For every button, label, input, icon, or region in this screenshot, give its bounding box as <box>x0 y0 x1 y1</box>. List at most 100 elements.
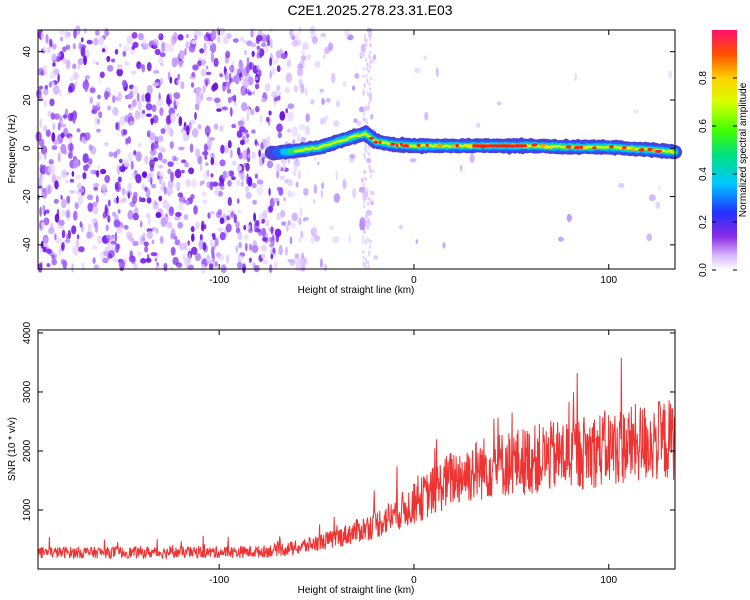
noise-speckle <box>369 174 372 179</box>
noise-speckle <box>367 264 370 269</box>
noise-speckle <box>226 88 232 94</box>
ridge-peak <box>378 140 382 144</box>
noise-speckle <box>423 55 428 61</box>
noise-speckle <box>321 182 325 190</box>
noise-speckle <box>224 72 229 82</box>
ridge-peak <box>618 146 622 150</box>
noise-speckle <box>312 199 316 204</box>
noise-speckle <box>287 189 292 198</box>
noise-speckle <box>116 148 121 155</box>
noise-speckle <box>37 177 43 187</box>
ridge-peak <box>436 144 444 148</box>
noise-speckle <box>58 219 65 226</box>
noise-speckle <box>277 132 282 139</box>
noise-speckle <box>655 201 661 210</box>
noise-speckle <box>243 234 249 240</box>
noise-speckle <box>369 197 372 202</box>
noise-speckle <box>107 199 111 207</box>
noise-speckle <box>211 181 219 187</box>
noise-speckle <box>45 209 50 214</box>
noise-speckle <box>214 97 221 104</box>
noise-speckle <box>167 161 174 167</box>
noise-speckle <box>249 61 252 71</box>
noise-speckle <box>102 48 106 53</box>
spectrogram-panel: -100 0 100 -40 -20 0 20 40 Height of straight … <box>7 25 682 296</box>
noise-speckle <box>104 90 109 100</box>
noise-speckle <box>53 113 60 120</box>
noise-speckle <box>273 260 278 270</box>
noise-speckle <box>251 129 256 134</box>
noise-speckle <box>273 197 280 202</box>
noise-speckle <box>65 44 71 50</box>
noise-speckle <box>362 262 365 267</box>
noise-speckle <box>227 96 232 104</box>
noise-speckle <box>154 257 158 262</box>
noise-speckle <box>236 130 243 138</box>
noise-speckle <box>161 41 166 53</box>
noise-speckle <box>291 212 299 222</box>
noise-speckle <box>221 106 228 111</box>
noise-speckle <box>305 125 311 136</box>
noise-speckle <box>313 157 318 161</box>
noise-speckle <box>62 114 67 119</box>
noise-speckle <box>228 66 234 72</box>
noise-speckle <box>91 202 98 207</box>
noise-speckle <box>252 199 258 205</box>
noise-speckle <box>202 242 207 251</box>
ridge-peak-band <box>472 144 527 148</box>
noise-speckle <box>202 191 207 197</box>
noise-speckle <box>258 149 261 158</box>
noise-speckle <box>320 189 324 198</box>
noise-speckle <box>227 140 232 149</box>
noise-speckle <box>95 29 100 36</box>
noise-speckle <box>118 259 126 270</box>
noise-speckle <box>240 76 245 81</box>
noise-speckle <box>235 221 240 229</box>
noise-speckle <box>151 226 156 231</box>
noise-speckle <box>73 28 77 39</box>
noise-speckle <box>275 163 282 172</box>
noise-speckle <box>142 38 147 48</box>
noise-speckle <box>85 75 90 80</box>
ridge-peak <box>540 143 546 148</box>
y-tick-label: -20 <box>22 189 33 204</box>
noise-speckle <box>214 261 218 268</box>
noise-speckle <box>144 186 148 192</box>
noise-speckle <box>186 200 190 206</box>
noise-speckle <box>127 182 133 191</box>
noise-speckle <box>75 174 81 180</box>
noise-speckle <box>368 252 371 257</box>
noise-speckle <box>205 162 209 167</box>
noise-speckle <box>205 71 212 76</box>
noise-speckle <box>82 80 90 90</box>
noise-speckle <box>107 105 112 111</box>
noise-speckle <box>276 84 281 91</box>
noise-speckle <box>367 209 369 214</box>
noise-speckle <box>228 72 232 83</box>
noise-speckle <box>364 38 367 43</box>
noise-speckle <box>231 123 237 129</box>
noise-speckle <box>236 147 241 156</box>
noise-speckle <box>287 220 291 226</box>
noise-speckle <box>184 47 187 56</box>
noise-speckle <box>128 112 133 118</box>
noise-speckle <box>131 32 138 39</box>
noise-speckle <box>69 189 76 194</box>
noise-speckle <box>362 73 365 78</box>
noise-speckle <box>53 198 59 204</box>
noise-speckle <box>151 39 159 47</box>
noise-speckle <box>362 189 365 194</box>
noise-speckle <box>154 48 161 56</box>
noise-speckle <box>131 45 135 50</box>
noise-speckle <box>211 251 215 259</box>
noise-speckle <box>204 125 211 136</box>
noise-speckle <box>369 43 372 48</box>
noise-speckle <box>45 34 49 44</box>
noise-speckle <box>268 187 271 196</box>
noise-speckle <box>146 62 152 72</box>
noise-speckle <box>356 120 362 126</box>
noise-speckle <box>255 220 260 226</box>
noise-speckle <box>116 68 123 77</box>
noise-speckle <box>319 258 323 269</box>
noise-speckle <box>180 60 184 64</box>
